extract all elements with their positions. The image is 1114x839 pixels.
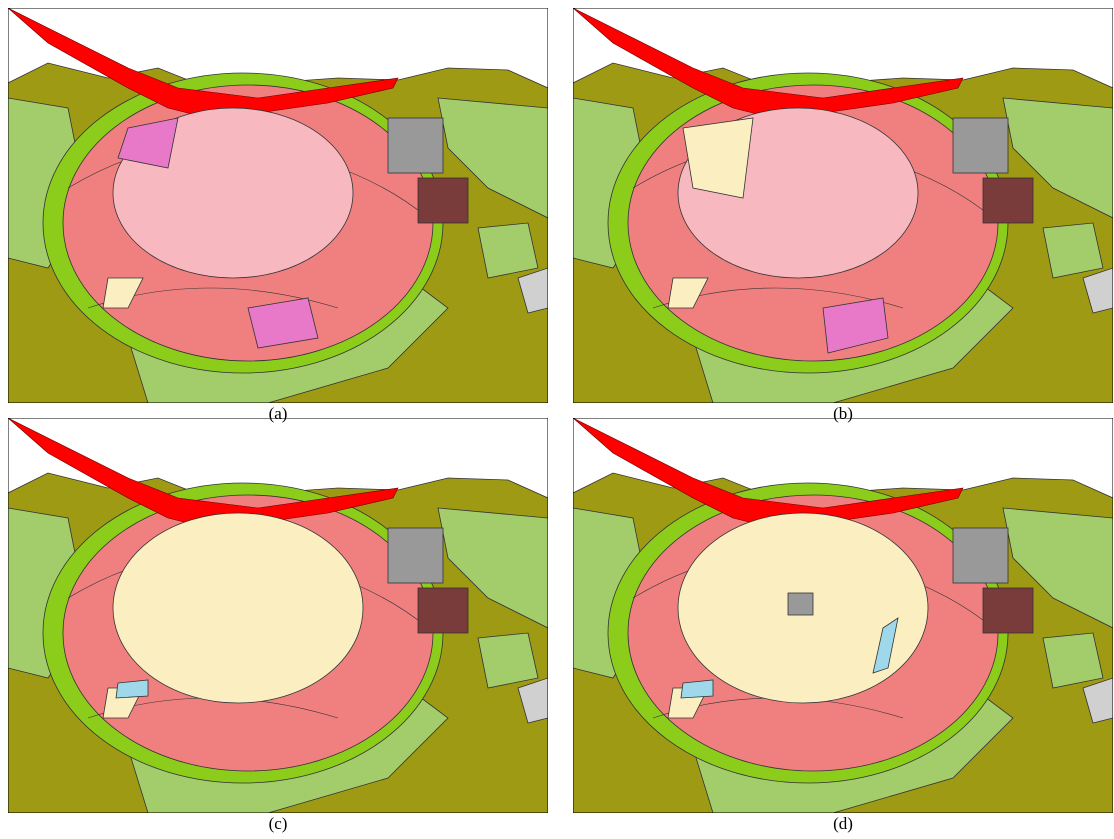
center-district xyxy=(113,513,363,703)
panel: (b) xyxy=(573,8,1113,428)
panel: (d) xyxy=(573,418,1113,838)
figure: (a) (b) (c) (d) (() => { const data = JS… xyxy=(0,0,1114,839)
panel: (c) xyxy=(8,418,548,838)
water xyxy=(681,680,713,698)
map xyxy=(573,8,1113,403)
map xyxy=(573,418,1113,813)
district xyxy=(683,118,753,198)
map xyxy=(8,8,548,403)
panel: (a) xyxy=(8,8,548,428)
water xyxy=(116,680,148,698)
panel-label: (c) xyxy=(8,814,548,834)
map xyxy=(8,418,548,813)
district xyxy=(788,593,813,615)
panel-label: (d) xyxy=(573,814,1113,834)
